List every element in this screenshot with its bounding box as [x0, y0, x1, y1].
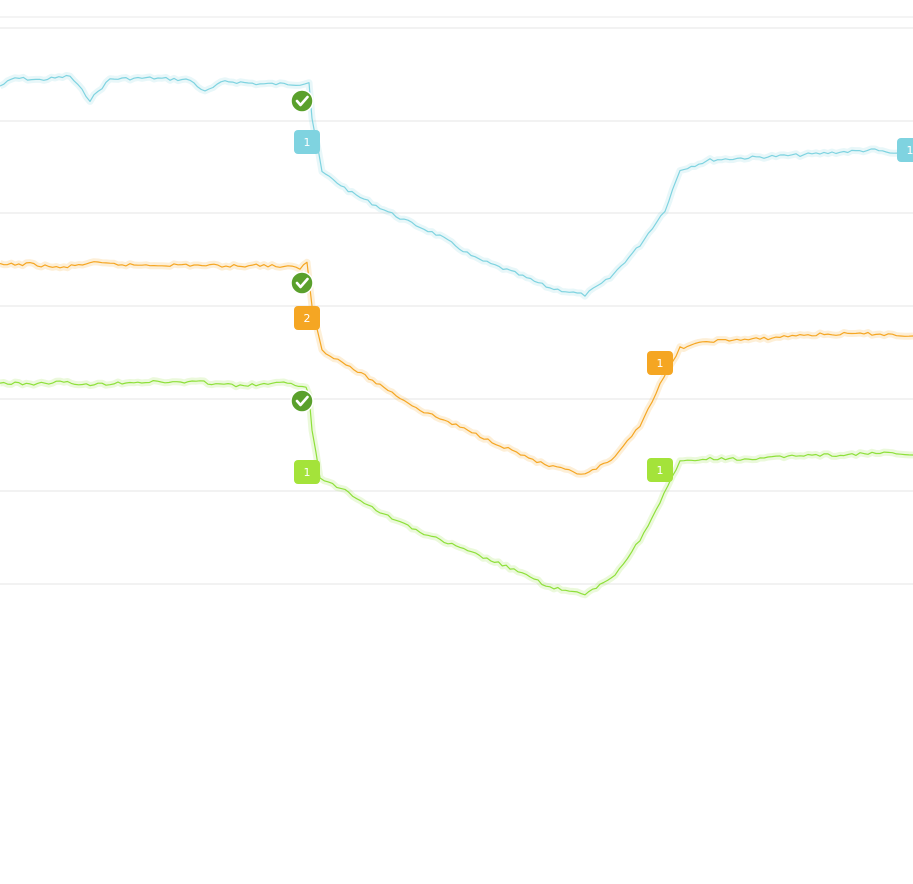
check-icon-circle: [290, 271, 314, 295]
annotation-layer: 1 1 2 1 1 1: [290, 89, 913, 484]
series-line: [0, 261, 913, 475]
count-badge-bg: [647, 351, 673, 375]
check-icon-circle: [290, 89, 314, 113]
check-icon[interactable]: [290, 89, 314, 113]
count-badge-label: 1: [304, 136, 311, 149]
series-band: [0, 377, 913, 599]
count-badge-bg: [647, 458, 673, 482]
check-icon[interactable]: [290, 271, 314, 295]
count-badge-bg: [294, 130, 320, 154]
count-badge[interactable]: 2: [294, 306, 320, 330]
check-icon[interactable]: [290, 389, 314, 413]
check-icon-circle: [290, 389, 314, 413]
count-badge[interactable]: 1: [294, 460, 320, 484]
count-badge-label: 2: [304, 312, 311, 325]
series-band: [0, 258, 913, 478]
count-badge-label: 1: [907, 144, 913, 157]
count-badge[interactable]: 1: [294, 130, 320, 154]
check-icon-mark: [295, 277, 309, 289]
count-badge[interactable]: 1: [647, 458, 673, 482]
series-layer: [0, 72, 913, 599]
count-badge-label: 1: [657, 464, 664, 477]
check-icon-mark: [295, 395, 309, 407]
check-icon-mark: [295, 95, 309, 107]
count-badge[interactable]: 1: [897, 138, 913, 162]
count-badge-bg: [897, 138, 913, 162]
count-badge-bg: [294, 306, 320, 330]
series-line: [0, 74, 913, 297]
series-line: [0, 380, 913, 596]
count-badge[interactable]: 1: [647, 351, 673, 375]
count-badge-label: 1: [657, 357, 664, 370]
gridlines: [0, 27, 913, 585]
count-badge-label: 1: [304, 466, 311, 479]
count-badge-bg: [294, 460, 320, 484]
